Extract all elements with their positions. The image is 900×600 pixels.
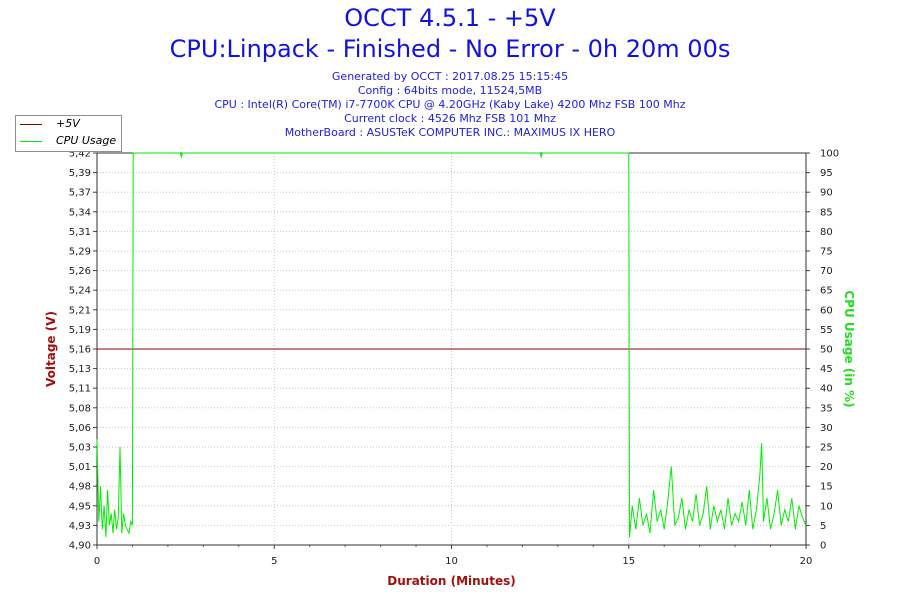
info-cpu: CPU : Intel(R) Core(TM) i7-7700K CPU @ 4… (214, 98, 686, 111)
y-left-tick-label: 5,37 (69, 188, 91, 199)
y-right-tick-label: 25 (820, 443, 833, 454)
y-left-tick-label: 4,95 (69, 501, 91, 512)
y-left-tick-label: 5,13 (69, 364, 91, 375)
x-tick-label: 15 (622, 556, 635, 567)
x-axis-label: Duration (Minutes) (387, 574, 515, 588)
x-tick-label: 10 (445, 556, 458, 567)
y-right-tick-label: 95 (820, 168, 833, 179)
y-left-tick-label: 5,39 (69, 168, 91, 179)
y-right-tick-label: 15 (820, 482, 833, 493)
x-tick-label: 0 (94, 556, 100, 567)
legend: +5V CPU Usage (15, 115, 122, 152)
y-left-tick-label: 5,42 (69, 149, 91, 160)
info-config: Config : 64bits mode, 11524,5MB (357, 84, 543, 97)
legend-swatch-cpu (20, 141, 42, 142)
y-left-tick-label: 5,34 (69, 207, 91, 218)
y-right-tick-label: 100 (820, 149, 839, 160)
y-right-tick-label: 20 (820, 462, 833, 473)
y-left-tick-label: 5,31 (69, 227, 91, 238)
y-right-tick-label: 55 (820, 325, 833, 336)
y-right-tick-label: 50 (820, 345, 833, 356)
legend-label-cpu: CPU Usage (56, 134, 117, 147)
y-right-axis-label: CPU Usage (in %) (842, 290, 856, 407)
y-left-tick-label: 5,26 (69, 266, 91, 277)
y-right-tick-label: 40 (820, 384, 833, 395)
y-right-tick-label: 80 (820, 227, 833, 238)
y-left-tick-label: 5,11 (69, 384, 91, 395)
x-tick-label: 5 (271, 556, 277, 567)
info-clock: Current clock : 4526 Mhz FSB 101 Mhz (344, 112, 556, 125)
y-right-tick-label: 0 (820, 541, 826, 552)
y-right-tick-label: 5 (820, 521, 826, 532)
y-left-tick-label: 5,19 (69, 325, 91, 336)
y-left-axis-label: Voltage (V) (44, 311, 58, 387)
y-right-tick-label: 75 (820, 247, 833, 258)
y-left-tick-label: 5,06 (69, 423, 91, 434)
y-right-tick-label: 10 (820, 501, 833, 512)
y-right-tick-label: 70 (820, 266, 833, 277)
info-generated: Generated by OCCT : 2017.08.25 15:15:45 (331, 70, 569, 83)
y-left-tick-label: 5,24 (69, 286, 91, 297)
y-right-tick-label: 65 (820, 286, 833, 297)
legend-swatch-voltage (20, 124, 42, 125)
x-tick-label: 20 (800, 556, 813, 567)
y-right-tick-label: 30 (820, 423, 833, 434)
y-right-tick-label: 45 (820, 364, 833, 375)
y-left-tick-label: 5,01 (69, 462, 91, 473)
y-left-tick-label: 4,93 (69, 521, 91, 532)
y-left-tick-label: 5,08 (69, 403, 91, 414)
y-left-tick-label: 4,98 (69, 482, 91, 493)
y-left-tick-label: 5,16 (69, 345, 91, 356)
y-right-tick-label: 35 (820, 403, 833, 414)
y-left-tick-label: 5,29 (69, 247, 91, 258)
legend-item-voltage: +5V (16, 117, 121, 131)
chart-title: OCCT 4.5.1 - +5V (344, 4, 556, 32)
y-left-tick-label: 5,21 (69, 305, 91, 316)
series-line-cpu-usage (96, 152, 807, 538)
info-motherboard: MotherBoard : ASUSTeK COMPUTER INC.: MAX… (284, 126, 616, 139)
legend-label-voltage: +5V (56, 117, 80, 130)
y-right-tick-label: 85 (820, 207, 833, 218)
y-right-tick-label: 90 (820, 188, 833, 199)
y-left-tick-label: 5,03 (69, 443, 91, 454)
legend-item-cpu: CPU Usage (16, 134, 121, 148)
chart-subtitle: CPU:Linpack - Finished - No Error - 0h 2… (169, 35, 731, 63)
y-left-tick-label: 4,90 (69, 541, 91, 552)
y-right-tick-label: 60 (820, 305, 833, 316)
